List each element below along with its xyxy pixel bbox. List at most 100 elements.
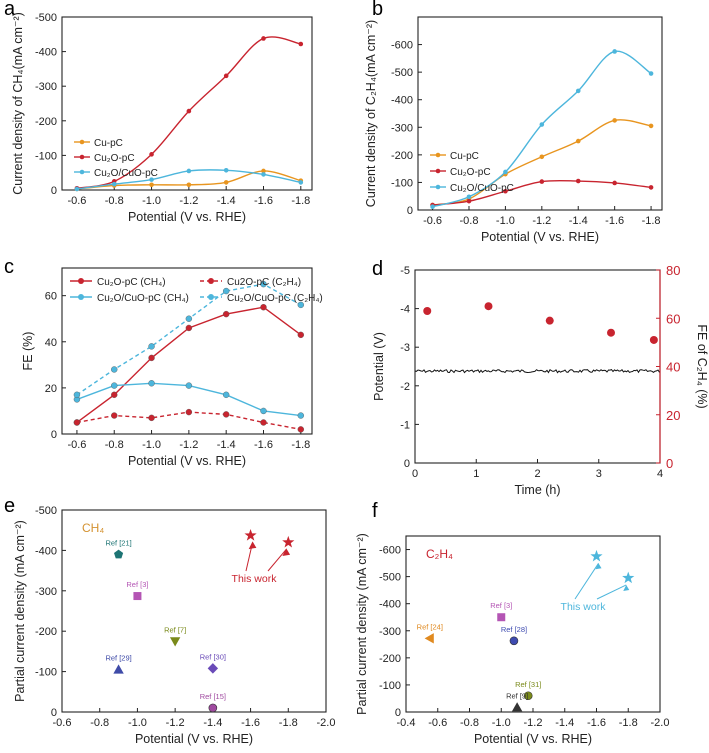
panel-e-point-1 [133, 592, 142, 601]
panel-e-ytick-label: -400 [35, 545, 57, 557]
panel-b-point-1-2 [503, 188, 508, 194]
panel-a-point-2-1 [111, 181, 117, 187]
panel-b-ytick-label: -500 [391, 67, 413, 79]
panel-a: -0.6 -0.8 -1.0 -1.2 -1.4 -1.6 -1.8 0 -100 -200 -30… [11, 12, 313, 224]
panel-b-point-1-3 [539, 179, 545, 184]
panel-b-point-1-5 [612, 180, 617, 186]
panel-d-fe-point-1 [484, 302, 493, 311]
panel-b-point-0-3 [539, 154, 545, 160]
panel-b-ytick-label: -600 [391, 40, 413, 52]
panel-a-xtick-label: -0.8 [105, 195, 124, 207]
panel-f-point-4 [511, 702, 523, 712]
panel-f-ytick-label: -200 [379, 653, 401, 665]
panel-c-xtick-label: -0.6 [67, 439, 86, 451]
panel-d-ytick-label: -1 [400, 419, 410, 431]
panel-e-point-label-3: Ref [29] [105, 654, 131, 663]
panel-e-xtick-label: -2.0 [317, 717, 336, 729]
panel-e-xtick-label: -0.6 [53, 717, 72, 729]
panel-c-point-1-6 [297, 426, 305, 433]
panel-c-legend-marker-3 [208, 294, 214, 300]
panel-c-point-1-1 [111, 412, 118, 419]
panel-c-point-3-2 [148, 343, 155, 350]
panel-e-ylabel: Partial current density (mA cm⁻²) [13, 520, 27, 702]
panel-b-point-2-0 [430, 204, 435, 209]
panel-d-ytick-right-label: 40 [666, 360, 680, 375]
panel-c-point-0-5 [260, 303, 267, 311]
panel-e-point-6 [244, 529, 257, 541]
panel-b-point-2-4 [575, 88, 581, 94]
panel-c-legend-label-3: Cu₂O/CuO-pC (C₂H₄) [227, 293, 323, 304]
panel-f-point-5 [590, 549, 603, 562]
panel-a-point-0-5 [261, 168, 266, 174]
panel-b-point-1-1 [466, 198, 472, 204]
panel-f-xtick-label: -1.4 [555, 717, 574, 729]
panel-c-ytick-label: 0 [51, 429, 57, 441]
panel-c-point-0-2 [148, 354, 155, 362]
panel-c-point-1-0 [73, 419, 81, 426]
panel-d-fe-point-2 [545, 316, 554, 325]
panel-c-legend-marker-2 [78, 294, 84, 300]
panel-f-point-label-0: Ref [24] [417, 622, 443, 631]
panel-c-legend-label-0: Cu₂O-pC (CH₄) [97, 277, 166, 288]
panel-a-point-2-6 [298, 180, 304, 185]
panel-d-ytick-label: 0 [404, 458, 410, 470]
panel-d-xtick-label: 2 [534, 468, 540, 480]
panel-f-title: C₂H₄ [426, 547, 453, 561]
panel-e-point-label-4: Ref [30] [200, 652, 226, 661]
panel-d-ytick-label: -3 [400, 342, 410, 354]
panel-d-ytick-label: -4 [400, 304, 410, 316]
panel-b-point-2-5 [612, 49, 617, 54]
panel-d-ytick-right-label: 0 [666, 456, 673, 471]
panel-f-point-label-2: Ref [28] [501, 625, 527, 634]
panel-f-annotation-arrowhead-1 [623, 584, 630, 591]
panel-d-xtick-label: 4 [657, 468, 663, 480]
panel-e-ytick-label: -300 [35, 586, 57, 598]
panel-c-xtick-label: -1.8 [291, 439, 310, 451]
panel-b-point-2-1 [466, 194, 472, 200]
panel-f-xtick-label: -0.8 [460, 717, 479, 729]
panel-c-point-2-3 [185, 382, 193, 389]
panel-c-point-3-5 [260, 280, 267, 288]
panel-b-ytick-label: -100 [391, 177, 413, 189]
panel-c-series-line-0 [76, 306, 302, 424]
panel-a-legend-marker-2 [79, 169, 85, 175]
panel-b-point-0-4 [575, 138, 581, 144]
panel-e-ytick-label: 0 [51, 707, 57, 719]
panel-e-annotation-arrowhead-0 [248, 541, 257, 550]
panel-f-point-1 [497, 613, 506, 622]
panel-d-fe-point-0 [423, 307, 432, 316]
panel-b-legend-marker-2 [435, 184, 441, 190]
panel-f: -0.4 -0.6 -0.8 -1.0 -1.2 -1.4 -1.6 -1.8 -2.0 0 -10… [355, 533, 669, 746]
panel-a-xlabel: Potential (V vs. RHE) [128, 210, 246, 224]
panel-e-point-7 [282, 535, 295, 548]
panel-c-xlabel: Potential (V vs. RHE) [128, 454, 246, 468]
panel-letter-c: c [4, 256, 14, 278]
panel-f-annotation: This work [561, 601, 607, 613]
panel-b-point-2-3 [539, 122, 545, 127]
panel-d-frame [414, 269, 661, 464]
panel-e-xtick-label: -1.8 [279, 717, 298, 729]
panel-a-ytick-label: -200 [35, 116, 57, 128]
panel-d-fe-point-4 [649, 335, 658, 344]
panel-e-point-2 [169, 637, 181, 647]
panel-a-ytick-label: -100 [35, 150, 57, 162]
panel-c-xtick-label: -1.4 [217, 439, 236, 451]
panel-a-point-1-2 [149, 152, 154, 157]
panel-e-point-label-5: Ref [15] [200, 692, 226, 701]
panel-a-point-2-2 [149, 177, 154, 182]
panel-c-point-1-4 [222, 411, 230, 418]
panel-a-legend-marker-1 [79, 154, 85, 160]
panel-a-ylabel: Current density of CH₄(mA cm⁻²) [11, 12, 25, 195]
panel-e-ytick-label: -100 [35, 667, 57, 679]
panel-c-point-2-5 [260, 407, 267, 415]
panel-f-ylabel: Partial current density (mA cm⁻²) [355, 533, 369, 715]
panel-f-xtick-label: -0.4 [397, 717, 416, 729]
panel-c-frame [61, 267, 313, 435]
panel-b-ytick-label: 0 [407, 205, 413, 217]
panel-b-xlabel: Potential (V vs. RHE) [481, 230, 599, 244]
panel-d-ytick-right-label: 60 [666, 311, 680, 326]
panel-c-xtick-label: -0.8 [105, 439, 124, 451]
panel-e-xtick-label: -1.2 [166, 717, 185, 729]
panel-c-point-2-4 [222, 391, 230, 399]
